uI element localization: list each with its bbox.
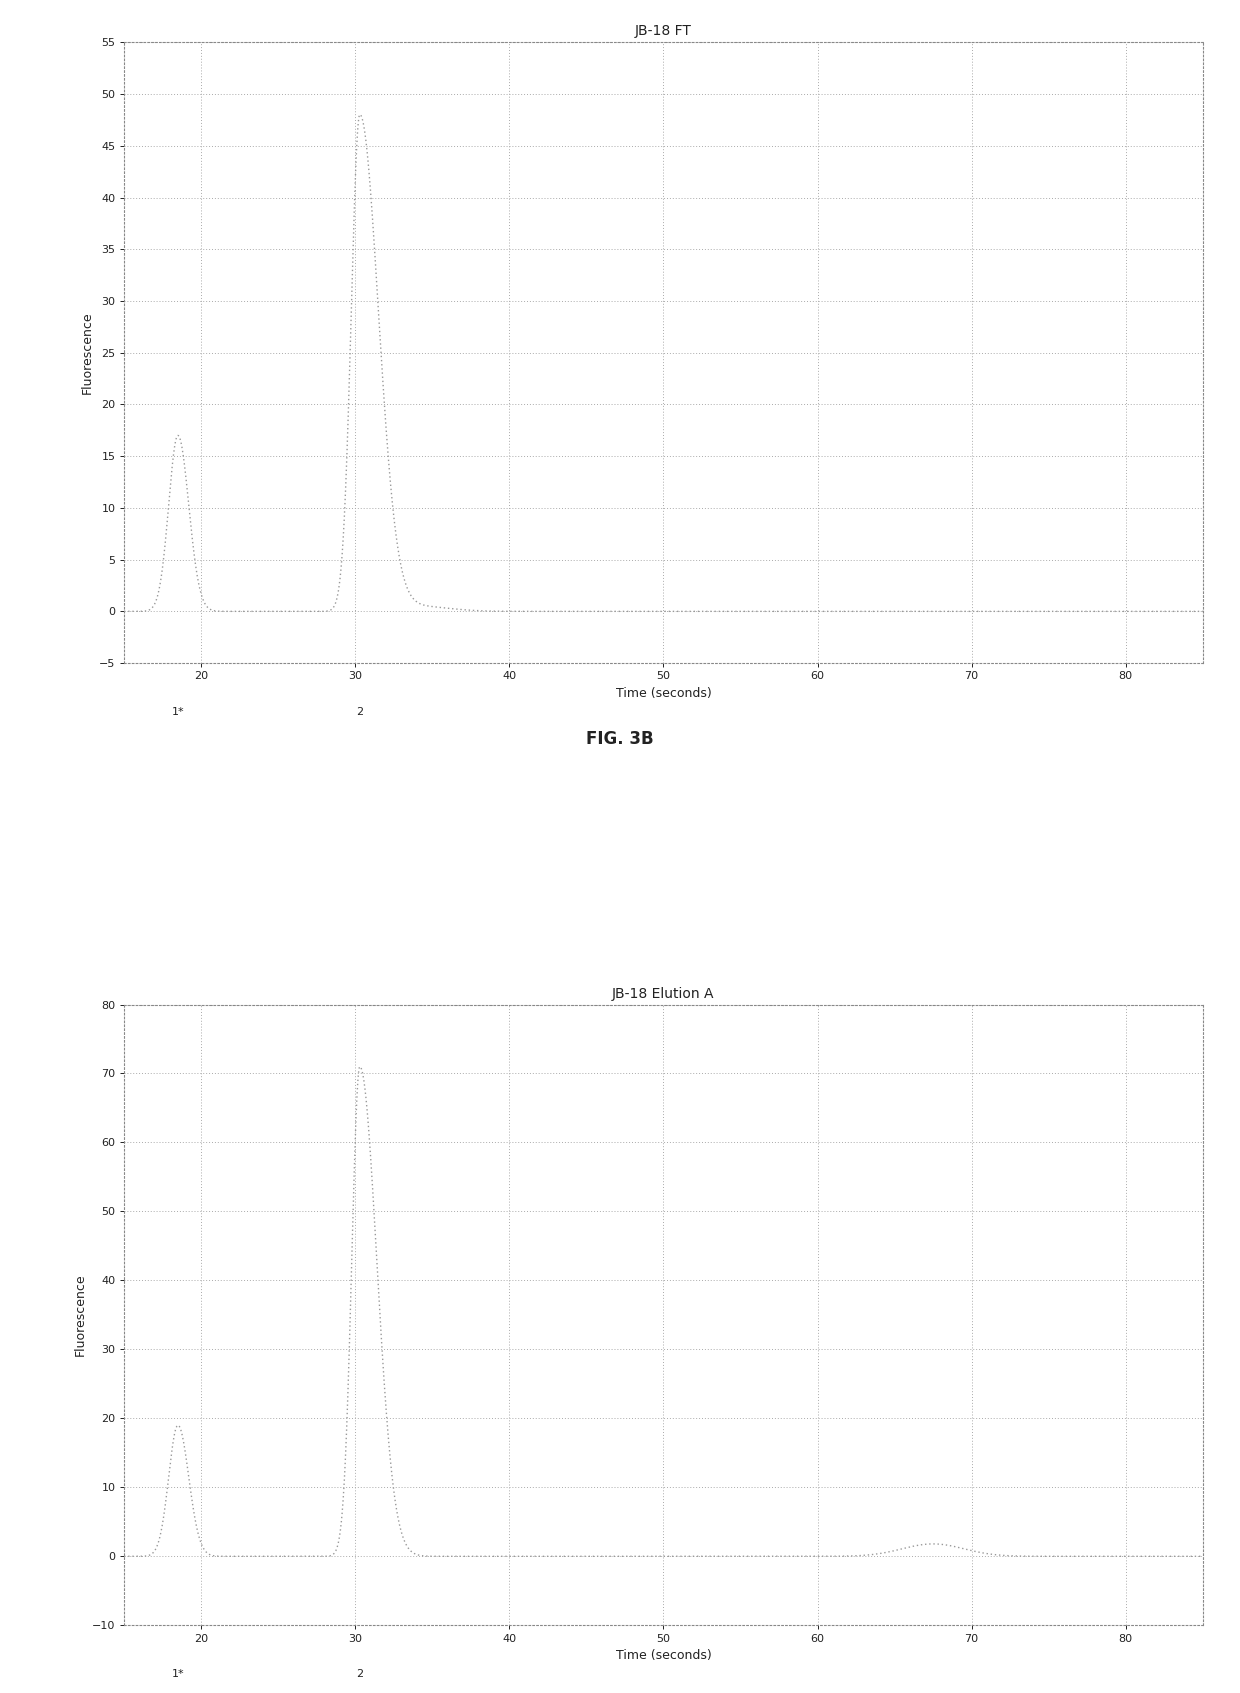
X-axis label: Time (seconds): Time (seconds) [615, 687, 712, 699]
Title: JB-18 FT: JB-18 FT [635, 24, 692, 39]
Y-axis label: Fluorescence: Fluorescence [73, 1273, 87, 1356]
X-axis label: Time (seconds): Time (seconds) [615, 1649, 712, 1663]
Text: 1*: 1* [171, 1669, 185, 1679]
Title: JB-18 Elution A: JB-18 Elution A [613, 987, 714, 1001]
Text: 2: 2 [356, 706, 363, 716]
Text: FIG. 3B: FIG. 3B [587, 730, 653, 748]
Y-axis label: Fluorescence: Fluorescence [81, 312, 94, 394]
Text: 2: 2 [356, 1669, 363, 1679]
Text: 1*: 1* [171, 706, 185, 716]
